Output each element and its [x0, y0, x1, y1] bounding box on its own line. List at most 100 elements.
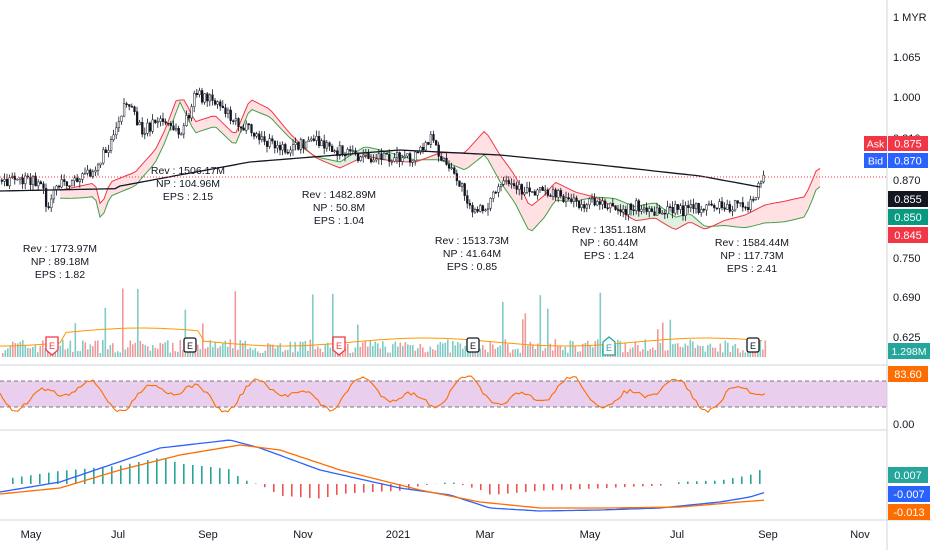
earnings-marker[interactable]: E	[184, 338, 196, 352]
candle-body	[581, 204, 583, 207]
candle-body	[604, 201, 606, 208]
macd-line	[0, 440, 764, 511]
candle-body	[742, 203, 744, 208]
candle-body	[534, 192, 536, 196]
candle-body	[674, 204, 676, 213]
candle-body	[180, 134, 182, 135]
candle-body	[1, 180, 3, 181]
candle-body	[589, 199, 591, 205]
volume-bar	[300, 342, 302, 358]
volume-bar	[90, 344, 92, 357]
earnings-marker-label: E	[336, 341, 342, 351]
candle-body	[391, 161, 393, 162]
candle-body	[435, 141, 437, 146]
macd-signal-line	[0, 445, 764, 508]
volume-bar	[480, 349, 482, 357]
candle-body	[318, 136, 320, 146]
macd-histogram-bar	[498, 484, 500, 494]
volume-bar	[510, 353, 512, 357]
candle-body	[524, 192, 526, 194]
volume-bar	[432, 349, 434, 357]
candle-body	[711, 204, 713, 205]
macd-histogram-bar	[219, 468, 221, 484]
last-price-tag: 0.855	[888, 191, 928, 207]
volume-bar	[285, 350, 287, 357]
candle-body	[495, 192, 497, 193]
volume-bar	[135, 343, 137, 357]
candle-body	[212, 95, 214, 101]
volume-bar	[85, 342, 87, 357]
candle-body	[758, 183, 760, 197]
earnings-marker[interactable]: E	[747, 338, 759, 352]
volume-bar	[127, 347, 129, 357]
cloud-segment	[528, 203, 532, 231]
volume-bar	[555, 339, 557, 357]
candle-body	[373, 160, 375, 162]
volume-bar	[362, 342, 364, 357]
volume-bar	[175, 351, 177, 357]
candle-body	[721, 202, 723, 208]
volume-bar	[715, 348, 717, 357]
volume-bar	[240, 340, 242, 357]
candle-body	[66, 182, 68, 186]
candle-body	[264, 137, 266, 142]
candle-body	[516, 186, 518, 190]
volume-bar	[660, 343, 662, 357]
ichimoku-conversion-tag-value: 0.845	[894, 230, 922, 242]
candle-body	[295, 143, 297, 145]
candle-body	[214, 101, 216, 105]
volume-bar	[40, 346, 42, 357]
candle-body	[87, 170, 89, 173]
ask-tag-label: Ask	[867, 139, 885, 151]
volume-bar	[455, 345, 457, 357]
candle-body	[160, 119, 162, 122]
volume-bar	[462, 349, 464, 357]
earnings-marker[interactable]: E	[603, 337, 615, 355]
cloud-segment	[740, 215, 744, 227]
candle-body	[466, 196, 468, 204]
candle-body	[147, 123, 149, 133]
macd-histogram-bar	[390, 484, 392, 491]
volume-bar	[542, 351, 544, 357]
volume-bar	[302, 342, 304, 357]
candle-body	[48, 207, 50, 208]
candle-body	[698, 203, 700, 213]
candle-body	[594, 198, 596, 205]
volume-bar	[677, 343, 679, 357]
macd-histogram-bar	[606, 484, 608, 488]
candle-body	[547, 190, 549, 196]
macd-histogram-bar	[363, 484, 365, 493]
volume-bar	[445, 343, 447, 357]
volume-bar	[10, 345, 12, 357]
price-tick: 1.000	[893, 92, 921, 104]
candle-body	[651, 209, 653, 212]
macd-histogram-bar	[66, 470, 68, 484]
candle-body	[760, 182, 762, 184]
candle-body	[734, 201, 736, 210]
candle-body	[256, 134, 258, 136]
earnings-eps: EPS : 2.41	[727, 263, 777, 275]
macd	[0, 440, 764, 511]
earnings-marker[interactable]: E	[467, 338, 479, 352]
candle-body	[191, 107, 193, 118]
volume-bar	[35, 345, 37, 357]
volume-bar	[742, 350, 744, 357]
volume-bar	[377, 343, 379, 357]
time-axis[interactable]: May Jul Sep Nov 2021 Mar May Jul Sep Nov	[21, 529, 871, 541]
macd-histogram-bar	[228, 469, 230, 484]
earnings-marker[interactable]: E	[333, 337, 345, 355]
earnings-rev: Rev : 1773.97M	[23, 243, 97, 255]
volume-bar	[42, 340, 44, 357]
candle-body	[412, 161, 414, 163]
earnings-np: NP : 104.96M	[156, 178, 220, 190]
macd-histogram-bar	[291, 484, 293, 497]
candle-body	[440, 156, 442, 160]
candle-body	[118, 122, 120, 128]
earnings-marker[interactable]: E	[46, 337, 58, 355]
volume-bar	[657, 329, 659, 357]
candle-body	[347, 149, 349, 156]
earnings-np: NP : 89.18M	[31, 256, 89, 268]
candle-body	[271, 139, 273, 141]
